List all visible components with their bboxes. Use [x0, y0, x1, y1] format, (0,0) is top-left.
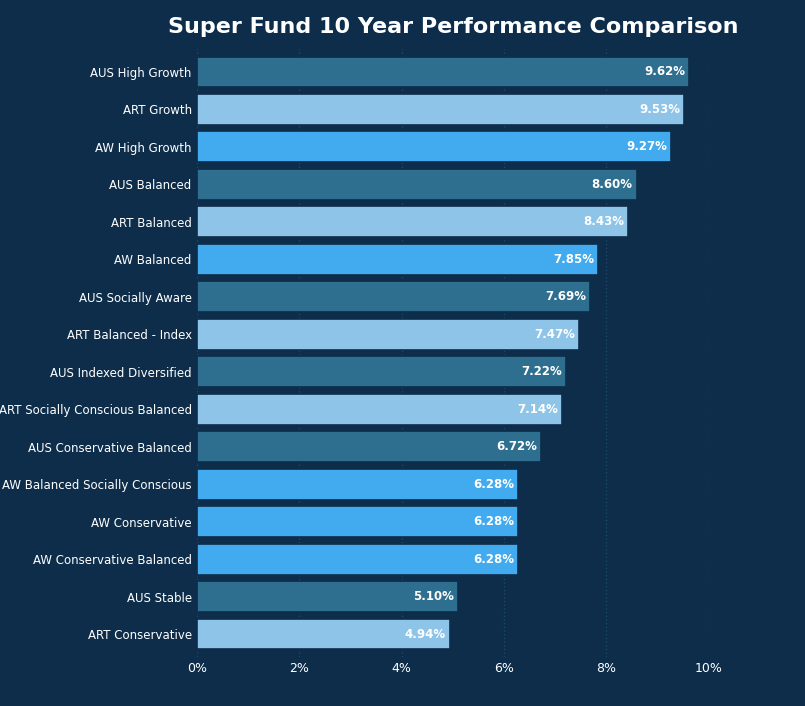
Text: 8.43%: 8.43% [583, 215, 624, 228]
Bar [197, 319, 579, 349]
Text: 9.53%: 9.53% [639, 103, 680, 116]
Text: 5.10%: 5.10% [413, 590, 454, 603]
Text: 9.62%: 9.62% [644, 66, 685, 78]
Title: Super Fund 10 Year Performance Comparison: Super Fund 10 Year Performance Compariso… [167, 17, 738, 37]
Text: 6.72%: 6.72% [496, 441, 537, 453]
Bar [197, 581, 458, 612]
Bar [197, 469, 518, 500]
Text: 6.28%: 6.28% [473, 553, 514, 566]
Text: 8.60%: 8.60% [592, 178, 633, 191]
Bar [197, 244, 598, 275]
Bar [197, 56, 689, 88]
Bar [197, 131, 671, 162]
Bar [197, 94, 684, 125]
Bar [197, 394, 562, 424]
Text: 7.22%: 7.22% [522, 365, 562, 378]
Bar [197, 618, 450, 650]
Text: 7.14%: 7.14% [518, 402, 558, 416]
Text: 6.28%: 6.28% [473, 478, 514, 491]
Text: 9.27%: 9.27% [626, 140, 667, 153]
Text: 7.85%: 7.85% [553, 253, 594, 265]
Text: 7.69%: 7.69% [545, 290, 586, 304]
Bar [197, 544, 518, 575]
Text: 4.94%: 4.94% [405, 628, 446, 640]
Bar [197, 506, 518, 537]
Bar [197, 357, 566, 387]
Text: 7.47%: 7.47% [534, 328, 575, 341]
Bar [197, 169, 637, 200]
Bar [197, 431, 541, 462]
Text: 6.28%: 6.28% [473, 515, 514, 528]
Bar [197, 282, 590, 312]
Bar [197, 206, 628, 237]
